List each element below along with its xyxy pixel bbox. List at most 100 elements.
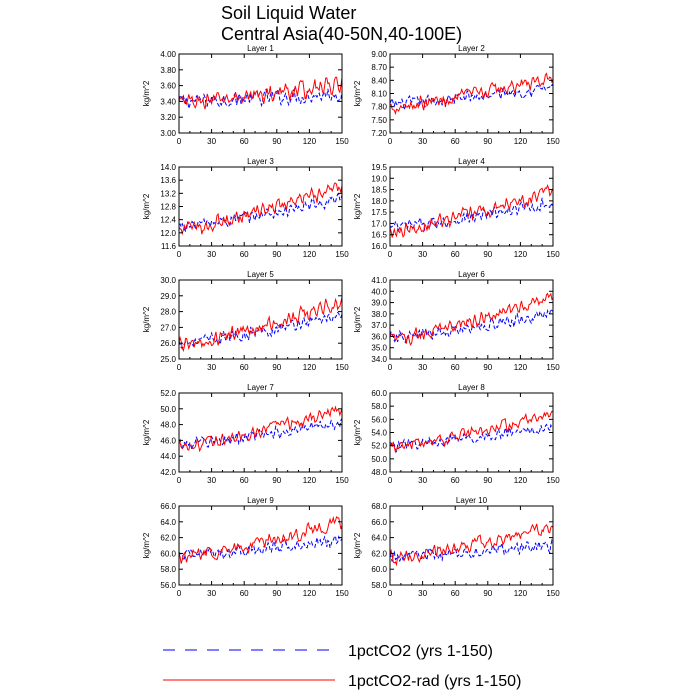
panel-7: Layer 7 kg/m^2 0 30 60 90 120 150 42.0 44.0 46.0 48…: [142, 383, 349, 485]
y-axis-label: kg/m^2: [142, 419, 151, 445]
y-tick-label: 58.0: [371, 402, 387, 411]
x-tick-label: 60: [451, 250, 460, 259]
y-tick-label: 58.0: [160, 565, 176, 574]
x-tick-label: 0: [388, 476, 393, 485]
y-tick-label: 16.5: [371, 231, 387, 240]
y-tick-label: 17.5: [371, 208, 387, 217]
series-line-1pctco2-rad: [390, 184, 553, 239]
x-tick-label: 0: [177, 137, 182, 146]
x-tick-label: 120: [303, 476, 317, 485]
plot-frame: [178, 505, 343, 586]
y-tick-label: 66.0: [160, 502, 176, 511]
x-tick-label: 90: [483, 589, 492, 598]
x-tick-label: 60: [451, 476, 460, 485]
series-line-1pctco2-rad: [390, 523, 553, 567]
y-tick-label: 7.50: [371, 116, 387, 125]
x-tick-label: 30: [207, 137, 216, 146]
x-tick-label: 60: [451, 589, 460, 598]
x-tick-label: 150: [546, 589, 560, 598]
y-tick-label: 7.80: [371, 103, 387, 112]
y-axis-label: kg/m^2: [142, 193, 151, 219]
y-tick-label: 17.0: [371, 219, 387, 228]
panel-title: Layer 2: [458, 44, 485, 53]
x-tick-label: 90: [483, 476, 492, 485]
series-line-1pctco2-rad: [179, 515, 342, 564]
x-tick-label: 60: [240, 363, 249, 372]
y-tick-label: 36.0: [371, 332, 387, 341]
y-tick-label: 19.5: [371, 163, 387, 172]
x-tick-label: 0: [388, 589, 393, 598]
x-tick-label: 150: [335, 250, 349, 259]
y-tick-label: 64.0: [371, 534, 387, 543]
y-tick-label: 66.0: [371, 518, 387, 527]
series-line-1pctco2: [179, 535, 342, 562]
y-tick-label: 68.0: [371, 502, 387, 511]
y-tick-label: 56.0: [371, 415, 387, 424]
x-tick-label: 150: [335, 476, 349, 485]
y-tick-label: 29.0: [160, 292, 176, 301]
y-tick-label: 12.4: [160, 216, 176, 225]
panel-title: Layer 8: [458, 383, 485, 392]
y-tick-label: 3.40: [160, 97, 176, 106]
y-tick-label: 60.0: [371, 389, 387, 398]
x-tick-label: 90: [483, 363, 492, 372]
series-line-1pctco2: [390, 423, 553, 453]
y-tick-label: 50.0: [371, 455, 387, 464]
series-line-1pctco2-rad: [179, 405, 342, 453]
y-tick-label: 42.0: [160, 468, 176, 477]
x-tick-label: 150: [546, 137, 560, 146]
y-tick-label: 8.10: [371, 90, 387, 99]
series-line-1pctco2-rad: [179, 182, 342, 236]
series-line-1pctco2: [179, 311, 342, 350]
x-tick-label: 90: [272, 137, 281, 146]
plot-frame: [389, 392, 554, 473]
y-axis-label: kg/m^2: [353, 419, 362, 445]
x-tick-label: 120: [514, 363, 528, 372]
y-tick-label: 56.0: [160, 581, 176, 590]
y-tick-label: 38.0: [371, 310, 387, 319]
panels-grid: Layer 1 kg/m^2 0 30 60 90 120 150 3.00 3.20 3.40 3.…: [142, 44, 560, 598]
series-line-1pctco2: [390, 538, 553, 563]
x-tick-label: 120: [514, 250, 528, 259]
x-tick-label: 30: [418, 363, 427, 372]
panel-title: Layer 4: [458, 157, 485, 166]
x-tick-label: 120: [514, 589, 528, 598]
panel-title: Layer 6: [458, 270, 485, 279]
x-tick-label: 120: [303, 589, 317, 598]
x-tick-label: 0: [177, 476, 182, 485]
y-tick-label: 18.5: [371, 186, 387, 195]
y-tick-label: 35.0: [371, 344, 387, 353]
x-tick-label: 30: [207, 476, 216, 485]
y-axis-label: kg/m^2: [142, 80, 151, 106]
x-tick-label: 90: [272, 589, 281, 598]
y-tick-label: 28.0: [160, 308, 176, 317]
y-tick-label: 48.0: [371, 468, 387, 477]
x-tick-label: 30: [418, 250, 427, 259]
panel-title: Layer 1: [247, 44, 274, 53]
y-tick-label: 16.0: [371, 242, 387, 251]
y-tick-label: 9.00: [371, 50, 387, 59]
x-tick-label: 0: [177, 363, 182, 372]
y-axis-label: kg/m^2: [353, 532, 362, 558]
y-tick-label: 30.0: [160, 276, 176, 285]
panel-1: Layer 1 kg/m^2 0 30 60 90 120 150 3.00 3.20 3.40 3.…: [142, 44, 349, 146]
legend-label-1pctco2: 1pctCO2 (yrs 1-150): [348, 643, 493, 660]
x-tick-label: 90: [272, 476, 281, 485]
series-line-1pctco2: [390, 308, 553, 344]
y-tick-label: 25.0: [160, 355, 176, 364]
series-line-1pctco2-rad: [390, 72, 553, 116]
y-tick-label: 40.0: [371, 287, 387, 296]
y-tick-label: 13.6: [160, 176, 176, 185]
y-tick-label: 60.0: [371, 565, 387, 574]
y-tick-label: 4.00: [160, 50, 176, 59]
y-axis-label: kg/m^2: [353, 80, 362, 106]
x-tick-label: 0: [388, 250, 393, 259]
plot-frame: [389, 166, 554, 247]
y-tick-label: 3.00: [160, 129, 176, 138]
x-tick-label: 30: [207, 250, 216, 259]
y-tick-label: 62.0: [160, 534, 176, 543]
plot-frame: [178, 166, 343, 247]
y-axis-label: kg/m^2: [142, 306, 151, 332]
panel-title: Layer 10: [456, 496, 488, 505]
x-tick-label: 0: [177, 589, 182, 598]
